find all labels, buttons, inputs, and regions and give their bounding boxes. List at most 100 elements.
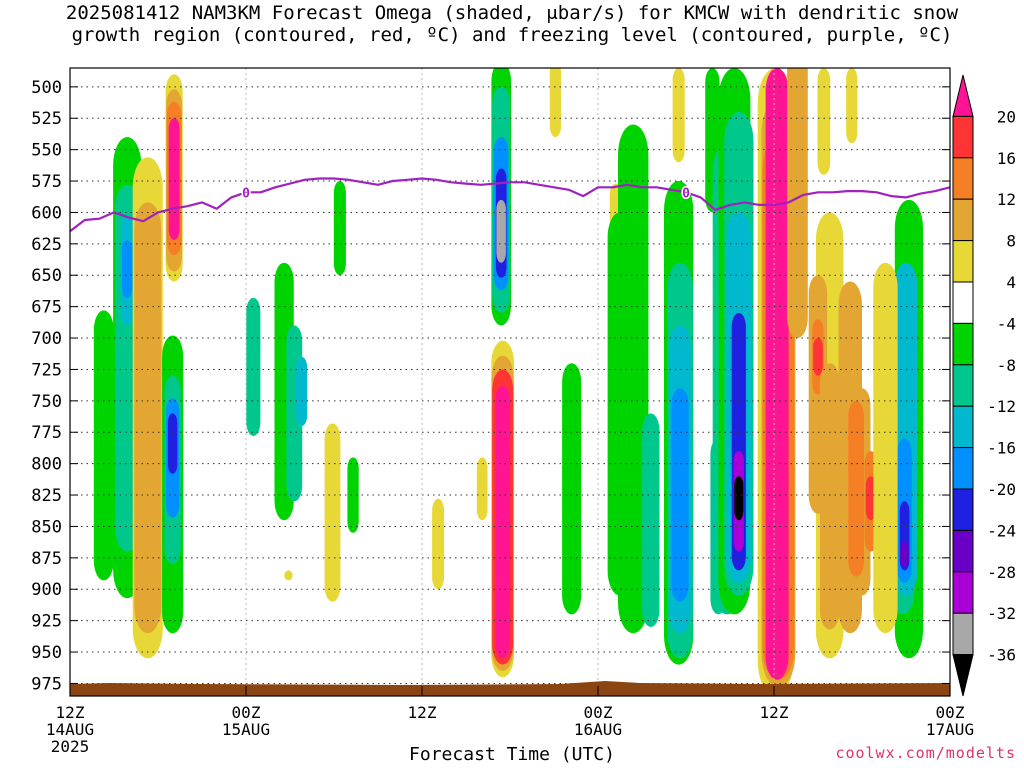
colorbar-label-8: -16 (987, 439, 1016, 458)
omega-cell-73 (819, 363, 840, 630)
colorbar-swatch-11 (952, 529, 974, 573)
x-tick-label-1-1: 00Z (232, 703, 261, 722)
colorbar-label-12: -32 (987, 604, 1016, 623)
omega-cell-59 (765, 68, 789, 680)
y-tick-label-17: 925 (31, 612, 62, 632)
colorbar-label-2: 12 (997, 190, 1016, 209)
source-credit: coolwx.com/modelts (835, 744, 1016, 762)
freezing-level-line (70, 177, 950, 233)
omega-cell-74 (848, 400, 864, 577)
omega-cell-34 (549, 68, 562, 138)
colorbar-swatch-0 (952, 74, 974, 117)
y-tick-label-5: 625 (31, 235, 62, 255)
omega-cell-28 (496, 199, 506, 263)
x-tick-label-3-1: 00Z (584, 703, 613, 722)
omega-cell-20 (347, 457, 359, 533)
x-axis-title: Forecast Time (UTC) (409, 744, 615, 765)
colorbar: 20 16 12 8 4 -4 -8 -12 -16 -20 -24 -28 -32 -36 (952, 74, 1016, 697)
colorbar-label-11: -28 (987, 563, 1016, 582)
colorbar-swatch-1 (952, 115, 974, 159)
freezing-level-label-1: 0 (682, 186, 690, 201)
omega-cell-84 (873, 262, 898, 634)
y-tick-label-12: 800 (31, 455, 62, 475)
y-tick-label-7: 675 (31, 298, 62, 318)
omega-cell-17 (296, 356, 308, 426)
y-tick-label-9: 725 (31, 360, 62, 380)
grid-lines (70, 68, 950, 696)
omega-cell-6 (134, 202, 162, 634)
colorbar-swatch-9 (952, 447, 974, 490)
x-tick-label-5-2: 17AUG (926, 720, 974, 739)
omega-cell-10 (168, 118, 180, 240)
colorbar-swatch-3 (952, 198, 974, 242)
y-tick-label-14: 850 (31, 517, 62, 537)
x-tick-label-4-1: 12Z (760, 703, 789, 722)
colorbar-label-13: -36 (987, 646, 1016, 665)
y-tick-label-1: 525 (31, 109, 62, 129)
colorbar-label-1: 16 (997, 149, 1016, 168)
colorbar-swatch-5 (952, 281, 974, 324)
colorbar-label-0: 20 (997, 107, 1016, 126)
x-tick-label-3-2: 16AUG (574, 720, 622, 739)
y-tick-label-3: 575 (31, 172, 62, 192)
y-tick-label-15: 875 (31, 549, 62, 569)
y-tick-label-2: 550 (31, 141, 62, 161)
y-tick-label-10: 750 (31, 392, 62, 412)
omega-cell-83 (900, 541, 909, 567)
y-tick-label-11: 775 (31, 423, 62, 443)
y-axis: 500 525 550 575 600 625 650 675 700 725 750 775 800 8… (31, 78, 950, 694)
terrain-surface (70, 681, 950, 696)
colorbar-swatch-14 (952, 654, 974, 697)
omega-cell-72 (813, 338, 823, 376)
omega-cell-77 (787, 68, 808, 339)
x-tick-label-5-1: 00Z (936, 703, 965, 722)
omega-cell-54 (734, 476, 744, 521)
colorbar-swatch-2 (952, 157, 974, 200)
colorbar-swatch-12 (952, 571, 974, 614)
y-tick-label-8: 700 (31, 329, 62, 349)
omega-cell-65 (817, 68, 831, 175)
omega-cell-22 (284, 570, 293, 581)
freezing-level-label-0: 0 (242, 186, 250, 201)
colorbar-swatch-4 (952, 240, 974, 283)
chart-title: 2025081412 NAM3KM Forecast Omega (shaded… (0, 2, 1024, 46)
colorbar-swatch-8 (952, 405, 974, 449)
omega-cell-29 (476, 457, 488, 521)
x-tick-label-0-1: 12Z (56, 703, 85, 722)
colorbar-swatch-6 (952, 322, 974, 366)
y-tick-label-13: 825 (31, 486, 62, 506)
y-tick-label-16: 900 (31, 580, 62, 600)
omega-cell-18 (246, 297, 261, 436)
colorbar-swatch-10 (952, 488, 974, 531)
colorbar-label-7: -12 (987, 397, 1016, 416)
omega-cell-76 (865, 476, 876, 521)
y-tick-label-6: 650 (31, 266, 62, 286)
omega-cell-19 (333, 181, 346, 276)
y-tick-label-0: 500 (31, 78, 62, 98)
colorbar-swatch-13 (952, 612, 974, 656)
omega-cell-4 (93, 310, 114, 581)
plot-frame (69, 67, 951, 697)
colorbar-swatch-7 (952, 364, 974, 407)
x-tick-label-0-2: 14AUG (46, 720, 94, 739)
y-tick-label-19: 975 (31, 674, 62, 694)
omega-cell-47 (672, 68, 685, 163)
omega-cell-43 (671, 388, 689, 602)
omega-cell-21 (324, 423, 341, 602)
omega-cell-36 (562, 363, 582, 615)
omega-cell-23 (432, 498, 445, 590)
omega-shading (93, 68, 923, 696)
colorbar-label-6: -8 (997, 356, 1016, 375)
y-tick-label-4: 600 (31, 203, 62, 223)
x-tick-label-0-3: 2025 (51, 737, 90, 756)
omega-cell-33 (495, 385, 510, 659)
omega-cell-66 (846, 68, 858, 144)
omega-cell-38 (607, 212, 633, 596)
omega-cell-14 (167, 413, 178, 474)
x-tick-label-2-1: 12Z (408, 703, 437, 722)
chart-title-line-1: 2025081412 NAM3KM Forecast Omega (shaded… (65, 2, 959, 24)
colorbar-label-9: -20 (987, 480, 1016, 499)
